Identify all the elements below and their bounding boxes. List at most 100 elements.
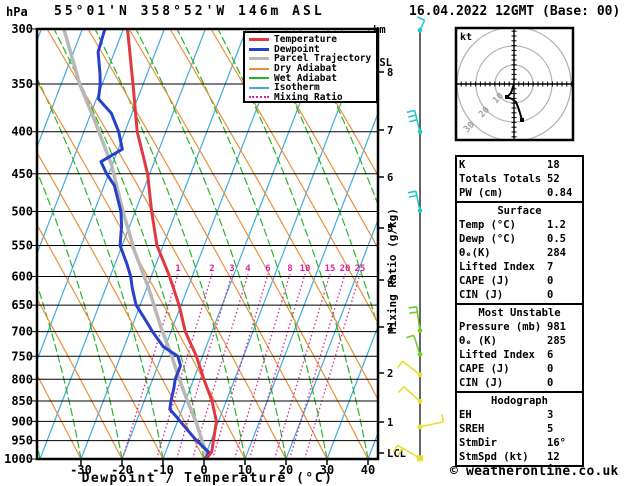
panel-row: K 18 [459,158,580,172]
wind-barb-marker [417,455,423,462]
panel-row-value: 0 [547,377,554,389]
wind-barb-feather [392,444,399,453]
panel-row-value: 0 [547,275,554,287]
panel-row-value: 0.5 [547,233,566,245]
legend-swatch-dotted [249,96,269,99]
pressure-tick-label: 400 [11,125,33,139]
wind-barb-feather [397,447,404,456]
panel-row: Pressure (mb) 981 [459,320,580,334]
legend-swatch-thick [249,57,269,61]
wind-barb-feather [397,360,404,369]
wind-barb-feather [417,16,425,21]
mixing-ratio-line [303,273,361,459]
wind-barb-feather [407,190,417,194]
wind-barb-stem [413,335,421,355]
panel-row: CAPE (J) 0 [459,362,580,376]
pressure-tick-label: 300 [11,22,33,36]
wind-barb-stem [413,110,421,132]
parcel-trajectory-curve [62,29,210,459]
panel-row-label: StmSpd (kt) [459,451,529,463]
panel-row: CAPE (J) 0 [459,274,580,288]
wind-barb [392,444,423,462]
panel-header: Surface [497,205,542,217]
wind-barb-marker [417,27,423,33]
wind-barb-marker [417,424,423,430]
km-tick-label: 5 [387,223,393,235]
isotherm-line [244,111,378,459]
panel-row-label: CIN (J) [459,377,504,389]
panel-row-label: Totals Totals [459,173,542,185]
pressure-tick-label: 350 [11,77,33,91]
pressure-tick-label: 900 [11,414,33,428]
wind-barb-marker [417,398,423,404]
pressure-tick-label: 700 [11,325,33,339]
panel-row-label: Pressure (mb) [459,321,542,333]
isotherm-line [37,29,165,362]
hodograph-trace-marker [505,95,509,99]
pressure-tick-label: 650 [11,298,33,312]
legend-label: Wet Adiabat [274,72,337,84]
hodograph-trace-marker [520,118,524,122]
mixing-ratio-label: 6 [265,264,270,274]
panel-row: SREH 5 [459,422,580,436]
pressure-tick-label: 500 [11,204,33,218]
temp-tick-label: 10 [238,463,252,477]
wind-barb-feather [407,114,417,118]
mixing-ratio-label: 10 [300,264,311,274]
isotherm-line [39,29,206,459]
dewpoint-curve [96,29,211,459]
panel-row: StmSpd (kt) 12 [459,450,580,464]
isotherm-line [80,29,247,459]
panel-row-label: Temp (°C) [459,219,516,231]
panel-row: CIN (J) 0 [459,288,580,302]
pressure-tick-label: 750 [11,349,33,363]
hodograph-trace [506,83,523,121]
km-tick-label: 2 [387,368,393,380]
wind-barb-stem [415,190,421,211]
dry-adiabat-line [87,29,328,459]
pressure-axis-unit: hPa [6,5,28,19]
x-axis-title: Dewpoint / Temperature (°C) [81,471,334,486]
km-tick-label: 3 [387,322,393,334]
run-date-label: 16.04.2022 12GMT (Base: 00) [409,4,621,19]
wind-barb-feather [406,109,415,114]
panel-row-label: CIN (J) [459,289,504,301]
panel-row-value: 1.2 [547,219,566,231]
panel-row: Totals Totals 52 [459,172,580,186]
hodograph-ring-label: 30 [462,120,477,135]
pressure-tick-label: 850 [11,394,33,408]
hodograph-unit-label: kt [460,32,472,43]
legend-swatch-thick [249,47,269,51]
panel-box: Hodograph EH 3 SREH 5 StmDir 16° StmSpd (kt) 12 [455,391,584,467]
legend-swatch-thin [249,77,269,80]
dry-adiabat-line [37,373,82,459]
wind-barb [407,190,423,214]
panel-row: Lifted Index 6 [459,348,580,362]
panel-row: CIN (J) 0 [459,376,580,390]
wind-barb-feather [441,413,445,423]
wind-barb-feather [408,306,417,309]
wind-barb [406,109,423,135]
mixing-ratio-label: 3 [229,264,234,274]
pressure-tick-label: 1000 [4,452,33,466]
temp-tick-label: 30 [320,463,334,477]
isotherm-line [37,29,83,149]
wind-barb-marker [417,129,423,135]
pressure-tick-label: 950 [11,434,33,448]
legend-item: Wet Adiabat [249,72,376,84]
wind-barb [397,360,423,378]
legend-item: Mixing Ratio [249,92,376,103]
panel-row-label: Lifted Index [459,349,535,361]
panel-row-label: SREH [459,423,485,435]
km-tick-label: 6 [387,172,393,184]
wind-barb-feather [408,194,417,198]
dry-adiabat-line [37,297,123,459]
mixing-ratio-label: 20 [340,264,351,274]
isotherm-line [326,324,378,459]
temperature-curve [126,29,218,459]
panel-row-value: 981 [547,321,566,333]
panel-row-value: 0 [547,363,554,375]
page-title: 55°01'N 358°52'W 146m ASL [54,4,325,19]
wind-barb [417,16,426,33]
